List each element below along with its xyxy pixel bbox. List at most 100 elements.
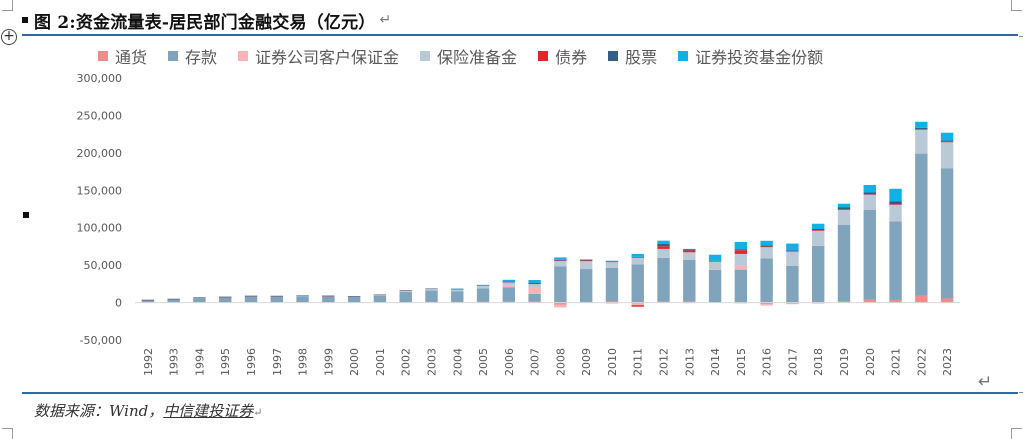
legend-label: 通货 <box>115 48 148 67</box>
paragraph-return-icon: ↵ <box>379 12 392 28</box>
bar-segment-2020-1 <box>863 209 876 300</box>
legend-swatch <box>420 51 431 61</box>
x-tick-label: 2023 <box>941 348 954 376</box>
bar-segment-2014-4 <box>708 261 722 262</box>
bar-segment-2010-0 <box>605 301 619 303</box>
bar-segment-2003-3 <box>425 288 438 291</box>
bar-segment-2019-1 <box>837 224 851 302</box>
bar-segment-2008-0 <box>554 302 567 305</box>
x-tick-label: 2006 <box>503 348 516 376</box>
legend-label: 证券公司客户保证金 <box>255 48 400 67</box>
bar-segment-2018-4 <box>812 230 825 231</box>
bar-segment-1994-5 <box>193 297 206 298</box>
bar-segment-2013-3 <box>683 252 696 260</box>
bar-segment-2013-5 <box>683 249 696 251</box>
x-tick-label: 2011 <box>632 348 645 376</box>
bar-segment-2008-1 <box>554 266 567 303</box>
bar-segment-2023-4 <box>940 141 954 143</box>
bar-segment-2011-1 <box>631 264 644 303</box>
bar-segment-2016-1 <box>760 258 773 303</box>
bar-segment-2007-2 <box>528 287 541 294</box>
bar-segment-2009-1 <box>579 269 593 302</box>
bar-segment-2011-6 <box>631 253 644 257</box>
ruler-tick <box>1019 392 1023 393</box>
legend-swatch <box>238 51 249 61</box>
bar-segment-2018-3 <box>812 230 825 246</box>
x-tick-label: 1992 <box>142 348 155 376</box>
y-tick-label: 250,000 <box>77 109 123 122</box>
source-prefix: 数据来源：Wind， <box>34 402 164 420</box>
x-tick-label: 2017 <box>786 348 799 376</box>
bar-segment-2021-3 <box>889 204 902 222</box>
legend-label: 保险准备金 <box>437 48 518 67</box>
bar-segment-2006-1 <box>502 287 516 302</box>
bar-segment-1995-5 <box>219 296 232 298</box>
bar-segment-2011-3 <box>631 257 644 265</box>
bar-segment-2012-1 <box>657 257 670 302</box>
bar-segment-2009-4 <box>579 260 593 262</box>
bar-segment-2000-5 <box>347 296 361 297</box>
bar-segment-2023-6 <box>940 132 954 141</box>
bar-segment-1998-5 <box>296 295 309 296</box>
bar-segment-1999-1 <box>322 296 335 303</box>
x-tick-label: 1996 <box>245 348 258 376</box>
legend-swatch <box>678 51 689 61</box>
crop-mark-bottom-left <box>2 428 13 439</box>
bar-segment-2004-3 <box>451 288 464 292</box>
bar-segment-2002-1 <box>399 292 412 303</box>
x-tick-label: 2021 <box>890 348 903 376</box>
x-tick-label: 2009 <box>580 348 593 376</box>
bar-segment-2008-3 <box>554 260 567 267</box>
bar-segment-2007-4 <box>528 283 541 285</box>
bar-segment-2012-4 <box>657 246 670 249</box>
bar-segment-2008-4 <box>554 260 567 261</box>
bar-segment-1998-1 <box>296 296 309 303</box>
bar-segment-2010-3 <box>605 261 619 268</box>
bar-segment-2019-4 <box>837 209 851 210</box>
bar-segment-2011-5 <box>631 256 644 258</box>
bar-segment-2000-1 <box>347 296 361 303</box>
legend-label: 证券投资基金份额 <box>695 48 824 67</box>
legend-item: 证券投资基金份额 <box>678 44 823 68</box>
legend-label: 股票 <box>625 48 658 67</box>
bar-segment-2011-0 <box>631 302 644 304</box>
bar-segment-2005-6 <box>476 284 490 286</box>
bar-segment-2017-3 <box>786 251 799 266</box>
bar-segment-2010-5 <box>605 261 619 262</box>
bar-segment-2021-1 <box>889 221 902 300</box>
bar-segment-2018-2 <box>812 302 825 304</box>
source-note: 数据来源：Wind，中信建投证券↵ <box>34 400 262 421</box>
bar-segment-2009-6 <box>579 259 593 260</box>
bar-segment-2018-1 <box>812 245 825 302</box>
bar-series-group <box>141 121 954 308</box>
bar-segment-2020-5 <box>863 192 876 195</box>
legend-item: 证券公司客户保证金 <box>238 44 399 68</box>
bar-segment-2015-1 <box>734 269 748 303</box>
bar-segment-2021-6 <box>889 188 902 202</box>
bar-segment-2015-2 <box>734 265 748 270</box>
y-tick-label: 150,000 <box>77 184 123 197</box>
y-tick-label: 200,000 <box>77 147 123 160</box>
bar-segment-2006-5 <box>502 281 516 283</box>
x-tick-label: 2007 <box>529 348 542 376</box>
bar-segment-2016-3 <box>760 247 773 259</box>
bar-segment-2004-6 <box>451 288 464 290</box>
x-tick-label: 2013 <box>683 348 696 376</box>
table-move-handle-icon[interactable]: + <box>1 29 17 45</box>
bar-segment-2022-4 <box>915 129 928 130</box>
legend-label: 存款 <box>185 48 218 67</box>
bar-segment-2006-2 <box>502 285 516 288</box>
bar-segment-2019-0 <box>837 301 851 303</box>
source-org-link[interactable]: 中信建投证券 <box>163 402 254 420</box>
bar-segment-2012-3 <box>657 248 670 258</box>
bar-segment-2022-3 <box>915 129 928 154</box>
bar-segment-2022-5 <box>915 127 928 130</box>
y-tick-label: 100,000 <box>77 222 123 235</box>
bar-segment-2021-0 <box>889 299 902 303</box>
bar-segment-1996-1 <box>244 296 258 303</box>
x-tick-label: 2016 <box>761 348 774 376</box>
bar-segment-1999-5 <box>322 295 335 297</box>
x-tick-label: 1994 <box>193 348 206 376</box>
bar-segment-2017-1 <box>786 265 799 303</box>
